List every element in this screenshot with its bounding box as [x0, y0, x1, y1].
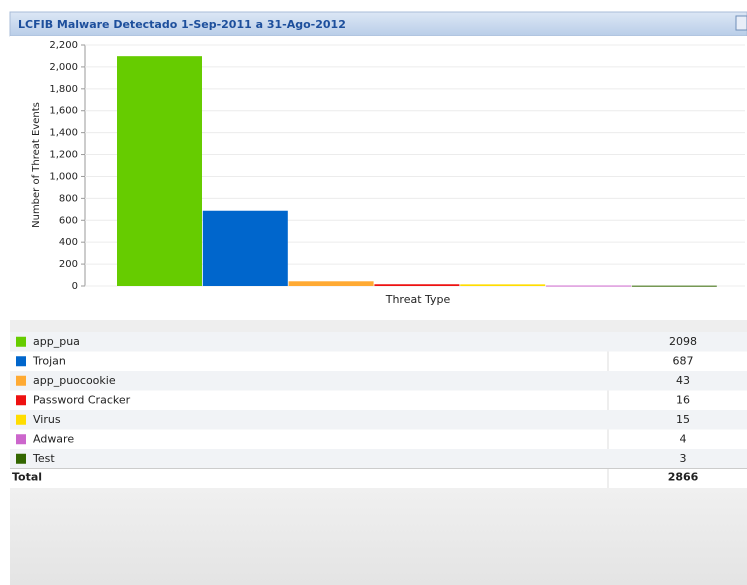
legend-label: Test [32, 452, 55, 465]
table-row-bg [10, 332, 747, 352]
legend-swatch [16, 453, 26, 464]
legend-label: app_pua [33, 335, 80, 348]
legend-label: Password Cracker [33, 393, 131, 406]
y-tick-label: 1,400 [49, 128, 78, 139]
header-bar [9, 11, 747, 37]
legend-swatch [16, 356, 26, 367]
legend-label: Adware [33, 432, 74, 445]
y-tick-label: 600 [59, 215, 78, 226]
x-axis-label: Threat Type [385, 293, 451, 306]
legend-swatch [16, 395, 26, 406]
y-tick-label: 1,800 [49, 84, 78, 95]
table-row-bg [10, 449, 747, 469]
y-tick-label: 400 [59, 237, 78, 248]
y-axis-label: Number of Threat Events [31, 102, 42, 228]
panel-button[interactable] [735, 15, 747, 31]
chart-title: LCFIB Malware Detectado 1-Sep-2011 a 31-… [18, 18, 346, 31]
y-tick-label: 2,200 [49, 40, 78, 51]
legend-label: Trojan [32, 354, 66, 367]
table-value: 16 [676, 393, 690, 406]
y-tick-label: 800 [59, 193, 78, 204]
y-tick-label: 2,000 [49, 62, 78, 73]
table-value: 3 [680, 452, 687, 465]
legend-label: app_puocookie [33, 374, 116, 387]
bar [288, 281, 374, 286]
separator [10, 320, 747, 332]
y-tick-label: 0 [72, 281, 78, 292]
y-tick-label: 1,600 [49, 106, 78, 117]
legend-swatch [16, 434, 26, 445]
legend-swatch [16, 375, 26, 386]
table-row-bg [10, 371, 747, 391]
footer-area [10, 488, 747, 585]
table-value: 687 [673, 354, 694, 367]
total-value: 2866 [668, 471, 699, 484]
legend-swatch [16, 414, 26, 425]
y-tick-label: 200 [59, 259, 78, 270]
table-value: 2098 [669, 335, 697, 348]
y-tick-label: 1,000 [49, 171, 78, 182]
bar [631, 285, 717, 287]
bar [202, 210, 288, 286]
bar [117, 56, 202, 286]
legend-swatch [16, 336, 26, 347]
bar [374, 284, 460, 286]
bar [460, 284, 546, 286]
legend-label: Virus [33, 413, 61, 426]
total-label: Total [12, 471, 42, 484]
y-tick-label: 1,200 [49, 150, 78, 161]
bar [546, 285, 631, 287]
table-value: 4 [680, 432, 687, 445]
table-value: 43 [676, 374, 690, 387]
table-value: 15 [676, 413, 690, 426]
table-row-bg [10, 410, 747, 430]
